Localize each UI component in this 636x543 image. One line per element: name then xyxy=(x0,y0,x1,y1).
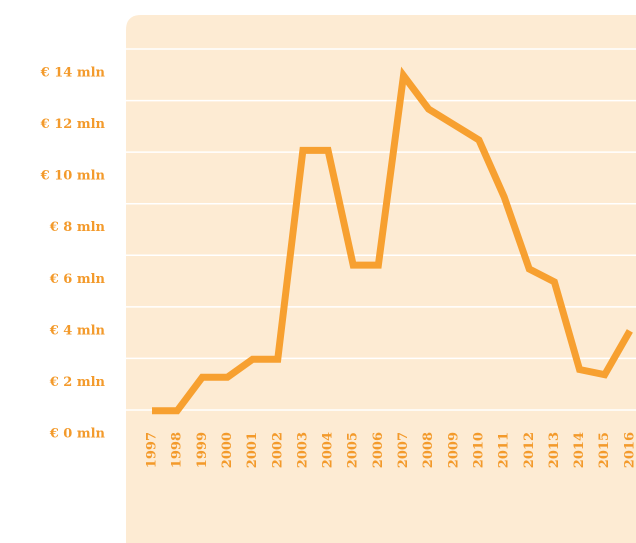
y-tick-label: € 10 mln xyxy=(40,169,106,184)
x-tick-label: 2011 xyxy=(497,432,512,468)
x-tick-label: 2005 xyxy=(346,432,361,468)
y-tick-label: € 2 mln xyxy=(49,375,106,390)
x-tick-label: 2000 xyxy=(220,432,235,468)
x-tick-label: 2015 xyxy=(597,432,612,468)
plot-background xyxy=(126,15,636,543)
x-tick-label: 1998 xyxy=(170,432,185,468)
x-tick-label: 2014 xyxy=(572,432,587,468)
x-tick-label: 2013 xyxy=(547,432,562,468)
x-tick-label: 2008 xyxy=(421,432,436,468)
y-tick-label: € 4 mln xyxy=(49,323,106,338)
y-tick-label: € 0 mln xyxy=(49,427,106,442)
x-tick-label: 2003 xyxy=(295,432,310,468)
data-line xyxy=(152,66,633,415)
x-tick-label: 2009 xyxy=(446,432,461,468)
x-tick-label: 2006 xyxy=(371,432,386,468)
y-tick-label: € 14 mln xyxy=(40,66,106,81)
x-tick-label: 2007 xyxy=(396,432,411,468)
x-tick-label: 2001 xyxy=(245,432,260,468)
x-tick-label: 1999 xyxy=(195,432,210,468)
x-tick-label: 2010 xyxy=(471,432,486,468)
x-tick-label: 1997 xyxy=(145,432,160,468)
y-tick-label: € 6 mln xyxy=(49,272,106,287)
x-tick-label: 2016 xyxy=(622,432,636,468)
x-tick-label: 2004 xyxy=(321,432,336,468)
y-tick-label: € 12 mln xyxy=(40,117,106,132)
x-tick-label: 2012 xyxy=(522,432,537,468)
x-tick-label: 2002 xyxy=(270,432,285,468)
y-tick-label: € 8 mln xyxy=(49,220,106,235)
